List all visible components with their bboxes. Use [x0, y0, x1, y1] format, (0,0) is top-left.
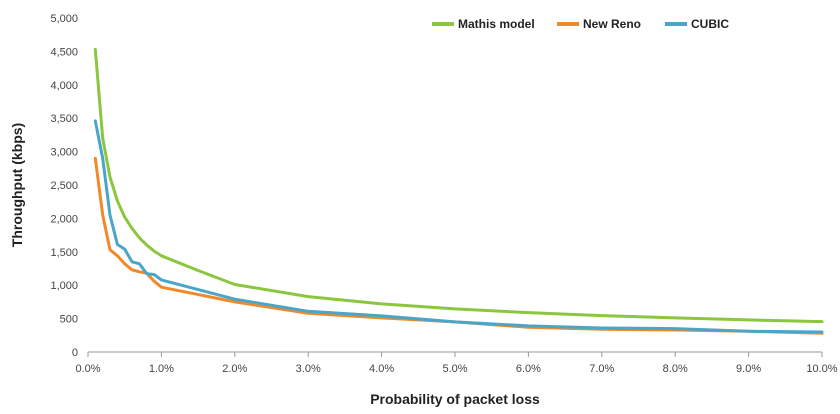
x-axis-ticks: 0.0% 1.0% 2.0% 3.0% 4.0% 5.0% 6.0% 7.0% 8.0% 9.0%…: [75, 352, 838, 375]
y-tick-label: 5,000: [50, 13, 78, 25]
y-tick-label: 1,000: [50, 280, 78, 292]
y-tick-label: 0: [72, 347, 78, 359]
legend-label-mathis-model: Mathis model: [458, 17, 535, 31]
y-tick-label: 3,500: [50, 113, 78, 125]
y-tick-label: 4,000: [50, 80, 78, 92]
y-axis-title: Throughput (kbps): [9, 123, 25, 247]
y-tick-label: 2,500: [50, 180, 78, 192]
legend-label-cubic: CUBIC: [691, 17, 729, 31]
x-tick-label: 0.0%: [75, 363, 100, 375]
x-tick-label: 4.0%: [369, 363, 394, 375]
x-tick-label: 10.0%: [806, 363, 837, 375]
legend: Mathis model New Reno CUBIC: [432, 17, 729, 31]
x-axis-title: Probability of packet loss: [370, 391, 540, 407]
series-line-mathis-model: [93, 47, 824, 324]
y-axis-ticks: 0 500 1,000 1,500 2,000 2,500 3,000 3,500 4,000 4…: [50, 13, 78, 359]
series-line-cubic: [93, 119, 824, 334]
x-tick-label: 5.0%: [442, 363, 467, 375]
x-tick-label: 3.0%: [296, 363, 321, 375]
y-tick-label: 2,000: [50, 213, 78, 225]
series-layer: [93, 47, 824, 335]
x-tick-label: 7.0%: [589, 363, 614, 375]
x-tick-label: 1.0%: [149, 363, 174, 375]
y-tick-label: 3,000: [50, 147, 78, 159]
y-tick-label: 4,500: [50, 46, 78, 58]
x-tick-label: 8.0%: [663, 363, 688, 375]
x-tick-label: 9.0%: [736, 363, 761, 375]
legend-label-new-reno: New Reno: [583, 17, 641, 31]
x-tick-label: 6.0%: [516, 363, 541, 375]
y-tick-label: 500: [60, 314, 78, 326]
series-line-new-reno: [93, 156, 824, 335]
x-tick-label: 2.0%: [222, 363, 247, 375]
y-tick-label: 1,500: [50, 247, 78, 259]
